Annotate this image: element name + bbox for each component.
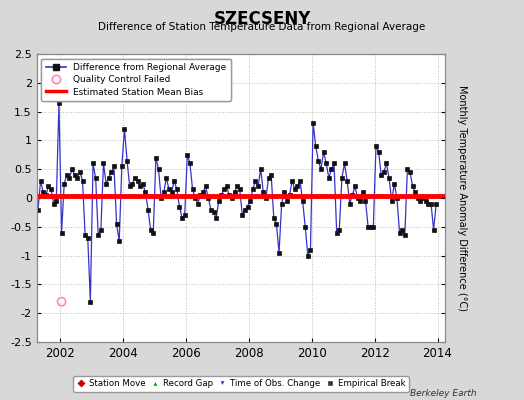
Text: Difference of Station Temperature Data from Regional Average: Difference of Station Temperature Data f… — [99, 22, 425, 32]
Legend: Station Move, Record Gap, Time of Obs. Change, Empirical Break: Station Move, Record Gap, Time of Obs. C… — [73, 376, 409, 392]
Y-axis label: Monthly Temperature Anomaly Difference (°C): Monthly Temperature Anomaly Difference (… — [457, 85, 467, 311]
Text: Berkeley Earth: Berkeley Earth — [410, 389, 477, 398]
Text: SZECSENY: SZECSENY — [213, 10, 311, 28]
Legend: Difference from Regional Average, Quality Control Failed, Estimated Station Mean: Difference from Regional Average, Qualit… — [41, 58, 231, 101]
Point — [58, 298, 66, 305]
